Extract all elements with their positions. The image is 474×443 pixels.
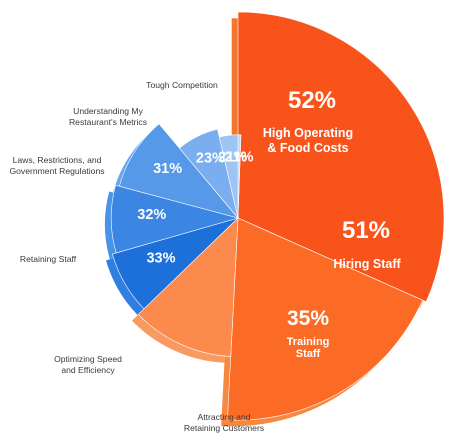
slice-training-staff[interactable] (137, 217, 239, 357)
slice-high-operating-food-costs[interactable] (237, 11, 445, 303)
value-label-optimizing-speed-and-efficiency: 32% (137, 207, 166, 223)
category-label-optimizing-speed-and-efficiency: Optimizing Speed and Efficiency (54, 354, 122, 375)
value-label-laws-restrictions-and-government-regulations: 23% (196, 151, 225, 167)
pie-labels: 52% High Operating & Food Costs 51% Hiring S… (9, 80, 401, 433)
category-label-high-operating-food-costs: High Operating & Food Costs (263, 126, 353, 155)
slice-laws-restrictions-and-government-regulations[interactable] (179, 128, 239, 219)
category-label-attracting-and-retaining-customers: Attracting and Retaining Customers (184, 412, 264, 433)
value-label-high-operating-food-costs: 52% (288, 87, 336, 114)
value-label-hiring-staff: 51% (342, 217, 390, 244)
category-label-retaining-staff: Retaining Staff (20, 254, 77, 264)
category-label-laws-restrictions-and-government-regulations: Laws, Restrictions, and Government Regula… (9, 155, 104, 176)
slice-tough-competition[interactable] (237, 134, 242, 219)
category-label-tough-competition: Tough Competition (146, 80, 218, 90)
pie-slices (104, 11, 445, 427)
value-label-understanding-my-restaurant-s-metrics: 21% (218, 150, 247, 166)
value-label-attracting-and-retaining-customers: 33% (146, 250, 175, 266)
category-label-hiring-staff: Hiring Staff (333, 257, 401, 271)
category-label-understanding-my-restaurant-s-metrics: Understanding My Restaurant's Metrics (69, 106, 147, 127)
slice-optimizing-speed-and-efficiency[interactable] (110, 184, 240, 254)
value-label-retaining-staff: 31% (153, 161, 182, 177)
value-label-tough-competition: 21% (224, 149, 253, 165)
category-label-training-staff: Training Staff (287, 336, 330, 360)
slice-hiring-staff[interactable] (227, 217, 423, 421)
value-label-training-staff: 35% (287, 307, 329, 330)
slice-retaining-staff[interactable] (119, 123, 239, 219)
slice-attracting-and-retaining-customers[interactable] (111, 217, 239, 310)
